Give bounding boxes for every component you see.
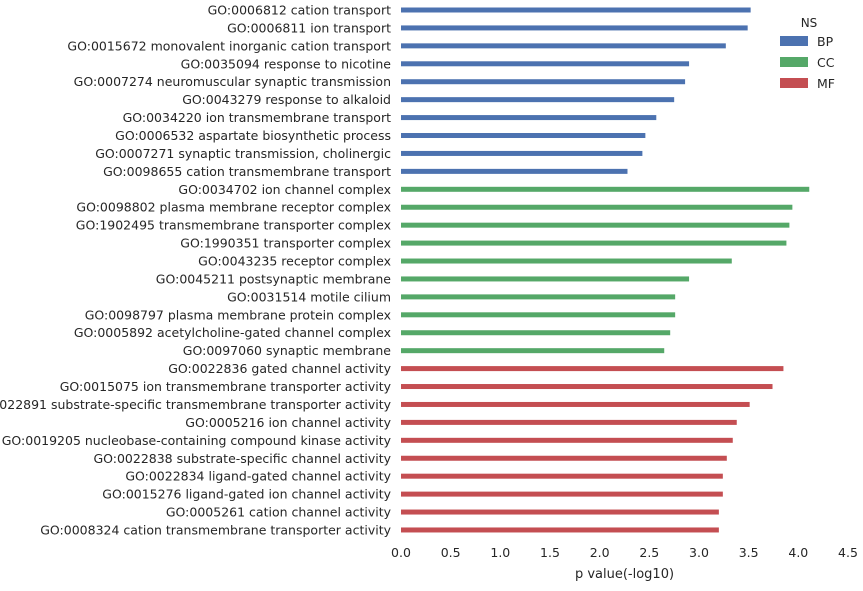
- legend-swatch: [780, 78, 808, 88]
- bar: [401, 168, 628, 174]
- bar: [401, 240, 787, 246]
- x-tick-label: 0.0: [391, 545, 411, 560]
- category-label: GO:0035094 response to nicotine: [181, 56, 392, 71]
- x-tick-label: 2.0: [590, 545, 610, 560]
- bar: [401, 527, 719, 533]
- legend-swatch: [780, 57, 808, 67]
- category-label: GO:0008324 cation transmembrane transpor…: [40, 522, 391, 537]
- x-tick-label: 3.5: [739, 545, 759, 560]
- bars-layer: [401, 7, 810, 533]
- bar: [401, 366, 784, 372]
- category-label: GO:0098797 plasma membrane protein compl…: [85, 307, 391, 322]
- category-label: GO:0097060 synaptic membrane: [183, 343, 392, 358]
- legend-label: BP: [817, 34, 834, 49]
- bar: [401, 222, 790, 228]
- legend-swatch: [780, 36, 808, 46]
- bar: [401, 258, 732, 264]
- category-label: GO:0098802 plasma membrane receptor comp…: [76, 200, 391, 215]
- category-label: GO:0034220 ion transmembrane transport: [123, 110, 392, 125]
- x-tick-label: 1.0: [490, 545, 510, 560]
- bar: [401, 186, 810, 192]
- category-label: GO:0043235 receptor complex: [198, 254, 391, 269]
- category-label: GO:0022891 substrate-specific transmembr…: [0, 397, 392, 412]
- bar: [401, 61, 690, 67]
- bar: [401, 7, 751, 13]
- category-label: GO:0015276 ligand-gated ion channel acti…: [102, 487, 391, 502]
- bar: [401, 455, 727, 461]
- legend-label: MF: [817, 76, 835, 91]
- category-label: GO:0006812 cation transport: [208, 3, 391, 18]
- category-labels: GO:0006812 cation transport GO:0006811 io…: [0, 3, 392, 538]
- bar: [401, 437, 733, 443]
- category-label: GO:0007271 synaptic transmission, cholin…: [95, 146, 391, 161]
- bar: [401, 473, 723, 479]
- legend: NS BP CC MF: [780, 16, 835, 91]
- category-label: GO:1902495 transmembrane transporter com…: [76, 218, 391, 233]
- x-tick-label: 0.5: [441, 545, 461, 560]
- bar: [401, 401, 750, 407]
- x-axis-ticks: 0.0 0.5 1.0 1.5 2.0 2.5 3.0 3.5 4.0 4.5: [391, 545, 858, 560]
- bar: [401, 276, 690, 282]
- x-tick-label: 4.5: [838, 545, 858, 560]
- category-label: GO:0015075 ion transmembrane transporter…: [60, 379, 392, 394]
- legend-title: NS: [801, 16, 818, 30]
- bar: [401, 204, 793, 210]
- bar: [401, 79, 686, 85]
- bar: [401, 150, 643, 156]
- category-label: GO:0045211 postsynaptic membrane: [156, 271, 392, 286]
- category-label: GO:0098655 cation transmembrane transpor…: [103, 164, 391, 179]
- x-tick-label: 2.5: [639, 545, 659, 560]
- category-label: GO:0006811 ion transport: [227, 20, 391, 35]
- bar: [401, 419, 737, 425]
- bar: [401, 25, 748, 31]
- bar: [401, 384, 773, 390]
- x-axis-label: p value(-log10): [575, 567, 674, 582]
- category-label: GO:0034702 ion channel complex: [178, 182, 391, 197]
- category-label: GO:0005216 ion channel activity: [185, 415, 391, 430]
- category-label: GO:0015672 monovalent inorganic cation t…: [67, 38, 391, 53]
- category-label: GO:0022834 ligand-gated channel activity: [125, 469, 391, 484]
- category-label: GO:0005261 cation channel activity: [166, 505, 392, 520]
- bar: [401, 330, 671, 336]
- bar: [401, 348, 665, 354]
- bar: [401, 133, 646, 139]
- bar: [401, 97, 675, 103]
- category-label: GO:0022838 substrate-specific channel ac…: [93, 451, 391, 466]
- bar: [401, 312, 676, 318]
- category-label: GO:0005892 acetylcholine-gated channel c…: [74, 325, 391, 340]
- bar: [401, 115, 657, 121]
- category-label: GO:0031514 motile cilium: [227, 289, 391, 304]
- bar: [401, 491, 723, 497]
- legend-entries: BP CC MF: [780, 34, 835, 91]
- category-label: GO:0006532 aspartate biosynthetic proces…: [115, 128, 391, 143]
- x-tick-label: 4.0: [788, 545, 808, 560]
- category-label: GO:0043279 response to alkaloid: [182, 92, 391, 107]
- category-label: GO:0019205 nucleobase-containing compoun…: [2, 433, 392, 448]
- category-label: GO:1990351 transporter complex: [180, 236, 391, 251]
- category-label: GO:0022836 gated channel activity: [168, 361, 391, 376]
- bar: [401, 43, 726, 49]
- legend-label: CC: [817, 55, 835, 70]
- x-tick-label: 3.0: [689, 545, 709, 560]
- bar: [401, 509, 719, 515]
- bar: [401, 294, 676, 300]
- category-label: GO:0007274 neuromuscular synaptic transm…: [74, 74, 391, 89]
- x-tick-label: 1.5: [540, 545, 560, 560]
